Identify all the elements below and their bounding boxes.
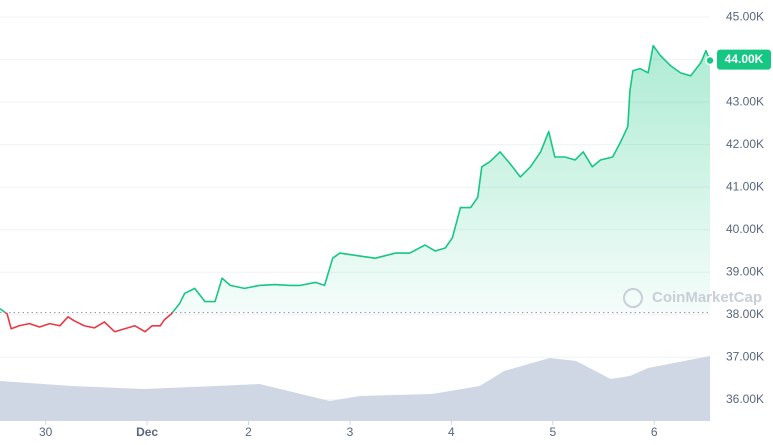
y-tick-label: 39.00K xyxy=(726,264,764,278)
y-tick-label: 45.00K xyxy=(726,9,764,23)
price-badge xyxy=(717,49,771,70)
price-line xyxy=(0,44,711,333)
x-tick-label: 2 xyxy=(245,425,252,439)
price-badge-label: 44.00K xyxy=(725,52,764,66)
y-tick-label: 43.00K xyxy=(726,94,764,108)
y-tick-label: 38.00K xyxy=(726,307,764,321)
x-tick-label: 30 xyxy=(39,425,53,439)
y-tick-label: 42.00K xyxy=(726,137,764,151)
x-tick-label: Dec xyxy=(136,425,158,439)
x-tick-label: 6 xyxy=(651,425,658,439)
last-point xyxy=(705,55,715,66)
watermark: CoinMarketCap xyxy=(652,289,762,306)
y-tick-label: 40.00K xyxy=(726,222,764,236)
y-tick-label: 37.00K xyxy=(726,349,764,363)
y-tick-label: 36.00K xyxy=(726,392,764,406)
x-tick-label: 3 xyxy=(347,425,354,439)
x-tick-label: 5 xyxy=(549,425,556,439)
volume-area xyxy=(0,356,710,421)
y-tick-label: 41.00K xyxy=(726,179,764,193)
x-tick-label: 4 xyxy=(448,425,455,439)
price-area xyxy=(0,45,710,313)
watermark-logo xyxy=(623,288,643,308)
